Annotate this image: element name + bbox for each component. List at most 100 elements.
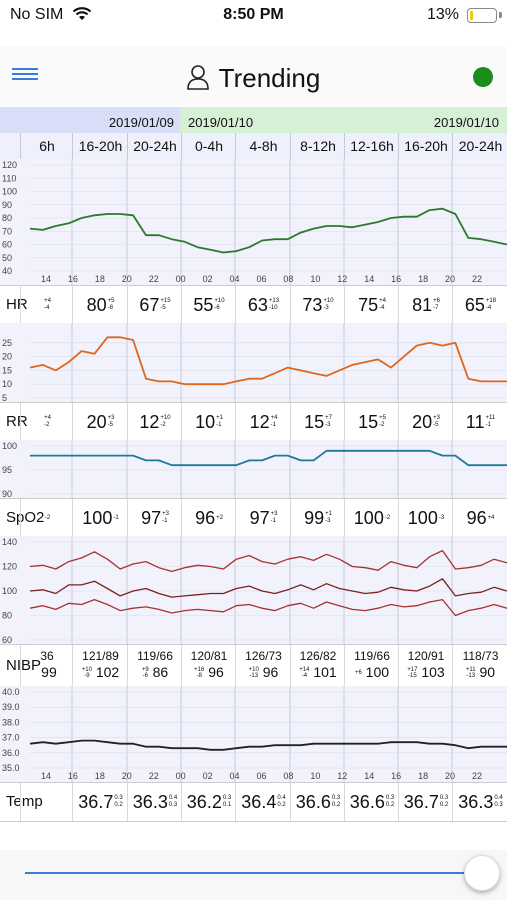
nibp-value-cell: 121/89 +10 -9 102 bbox=[72, 645, 128, 687]
nibp-value-cell: 118/73 +11 -13 90 bbox=[452, 645, 507, 687]
y-tick-label: 50 bbox=[2, 253, 12, 263]
x-tick-label: 20 bbox=[122, 771, 132, 781]
x-tick-label: 10 bbox=[310, 771, 320, 781]
temp-values-row: Temp 36.70.3 0.2 36.30.4 0.3 36.20.3 0.1 36.40.… bbox=[0, 782, 507, 822]
y-tick-label: 39.0 bbox=[2, 702, 20, 712]
spo2-range: -2 bbox=[44, 514, 51, 521]
rr-value-cell: +4 -2 bbox=[20, 403, 73, 441]
hr-chart[interactable]: 40 50 60 70 80 90 100 110 120 14 16 18 20 22 00 02 04 06 0… bbox=[0, 159, 507, 285]
hr-value-cell: 67+15 -5 bbox=[127, 286, 182, 324]
y-tick-label: 5 bbox=[2, 393, 7, 402]
navigation-bar: Trending bbox=[0, 46, 507, 106]
x-tick-label: 02 bbox=[203, 274, 213, 284]
spo2-values-row: SpO2 -2 100-1 97+3 -1 96+2 97+3 -1 99+1 -3 100-2 10… bbox=[0, 498, 507, 538]
nibp-value-cell: 126/82 +14 -4 101 bbox=[290, 645, 345, 687]
rr-value: 20 bbox=[86, 412, 107, 432]
temp-range: 0.3 0.1 bbox=[222, 795, 232, 808]
x-tick-label: 18 bbox=[95, 771, 105, 781]
date-segment: 2019/01/09 bbox=[0, 107, 180, 133]
status-bar: No SIM 8:50 PM 13% bbox=[0, 0, 507, 32]
series-line bbox=[29, 549, 507, 573]
nibp-chart[interactable]: 60 80 100 120 140 bbox=[0, 536, 507, 645]
hamburger-menu-icon[interactable] bbox=[12, 68, 38, 82]
y-tick-label: 25 bbox=[2, 338, 12, 348]
rr-range: +4 -1 bbox=[270, 415, 278, 428]
rr-range: +4 -2 bbox=[44, 415, 51, 428]
nibp-value-cell: 126/73 +10 -13 96 bbox=[235, 645, 291, 687]
title-text: Trending bbox=[218, 63, 321, 93]
temp-chart[interactable]: 35.0 36.0 37.0 38.0 39.0 40.0 14 16 18 20 22 00 02 04… bbox=[0, 686, 507, 782]
x-tick-label: 08 bbox=[283, 771, 293, 781]
hr-range: +6 -7 bbox=[433, 298, 440, 311]
series-line bbox=[29, 207, 507, 254]
period-header[interactable]: 20-24h bbox=[127, 133, 182, 159]
slider-track[interactable] bbox=[25, 872, 465, 874]
date-label: 2019/01/10 bbox=[433, 115, 499, 130]
x-tick-label: 14 bbox=[41, 771, 51, 781]
spo2-range: +4 bbox=[487, 514, 495, 521]
spo2-range: +3 -1 bbox=[162, 511, 169, 524]
period-header[interactable]: 4-8h bbox=[235, 133, 291, 159]
y-tick-label: 90 bbox=[2, 200, 12, 210]
spo2-range: +2 bbox=[216, 514, 223, 521]
wifi-icon bbox=[72, 6, 92, 27]
temp-value-cell: 36.60.3 0.2 bbox=[290, 783, 345, 821]
temp-range: 0.4 0.2 bbox=[277, 795, 286, 808]
period-header[interactable]: 16-20h bbox=[398, 133, 453, 159]
period-header[interactable]: 6h bbox=[20, 133, 73, 159]
y-tick-label: 90 bbox=[2, 489, 12, 498]
nibp-range: +9 -6 bbox=[141, 667, 149, 680]
spo2-chart[interactable]: 90 95 100 bbox=[0, 440, 507, 499]
hr-value-cell: 55+10 -6 bbox=[181, 286, 236, 324]
x-tick-label: 12 bbox=[337, 274, 347, 284]
spo2-value: 100 bbox=[353, 508, 384, 528]
period-header[interactable]: 12-16h bbox=[344, 133, 399, 159]
trend-panel: 2019/01/09 2019/01/10 2019/01/10 6h 16-2… bbox=[0, 107, 507, 822]
period-header[interactable]: 16-20h bbox=[72, 133, 128, 159]
hr-range: +18 -4 bbox=[485, 298, 497, 311]
temp-value-cell: 36.60.3 0.2 bbox=[344, 783, 399, 821]
hr-value-cell: 81+6 -7 bbox=[398, 286, 453, 324]
hr-range: +10 -6 bbox=[214, 298, 225, 311]
spo2-value: 100 bbox=[82, 508, 113, 528]
nibp-mean: +17 -15 103 bbox=[407, 664, 445, 680]
battery-percent: 13% bbox=[426, 6, 459, 23]
hr-value: 65 bbox=[464, 295, 485, 315]
nibp-range: +17 -15 bbox=[407, 667, 418, 680]
rr-value-cell: 15+7 -3 bbox=[290, 403, 345, 441]
nibp-mean: +9 -6 86 bbox=[141, 664, 169, 680]
y-tick-label: 110 bbox=[2, 173, 16, 183]
nibp-value-cell: 120/81 +16 -8 96 bbox=[181, 645, 236, 687]
y-tick-label: 20 bbox=[2, 352, 12, 362]
period-header[interactable]: 20-24h bbox=[452, 133, 507, 159]
battery-icon bbox=[467, 8, 497, 23]
rr-range: +3 -5 bbox=[433, 415, 440, 428]
series-line bbox=[29, 739, 507, 751]
y-tick-label: 38.0 bbox=[2, 717, 20, 727]
spo2-value-cell: 97+3 -1 bbox=[127, 499, 182, 537]
nibp-sys-dia: 126/82 bbox=[299, 649, 337, 663]
x-tick-label: 16 bbox=[391, 771, 401, 781]
period-header[interactable]: 0-4h bbox=[181, 133, 236, 159]
hr-range: +13 -10 bbox=[268, 298, 280, 311]
x-tick-label: 20 bbox=[445, 771, 455, 781]
hr-value: 55 bbox=[193, 295, 214, 315]
page-title: Trending bbox=[0, 63, 507, 97]
nibp-mean: +16 -8 96 bbox=[194, 664, 224, 680]
x-tick-label: 16 bbox=[391, 274, 401, 284]
nibp-mean: +10 -9 102 bbox=[81, 664, 120, 680]
nibp-range: +10 -13 bbox=[248, 667, 259, 680]
slider-thumb[interactable] bbox=[464, 855, 500, 891]
x-tick-label: 14 bbox=[364, 274, 374, 284]
rr-value: 12 bbox=[139, 412, 160, 432]
period-header-row: 6h 16-20h 20-24h 0-4h 4-8h 8-12h 12-16h … bbox=[0, 133, 507, 160]
y-tick-label: 100 bbox=[2, 441, 17, 451]
hr-value: 75 bbox=[358, 295, 379, 315]
x-tick-label: 20 bbox=[445, 274, 455, 284]
period-header[interactable]: 8-12h bbox=[290, 133, 345, 159]
y-tick-label: 120 bbox=[2, 562, 17, 572]
temp-range: 0.3 0.2 bbox=[114, 795, 123, 808]
hr-value-cell: 65+18 -4 bbox=[452, 286, 507, 324]
temp-value-cell: 36.30.4 0.3 bbox=[452, 783, 507, 821]
rr-chart[interactable]: 5 10 15 20 25 bbox=[0, 323, 507, 403]
